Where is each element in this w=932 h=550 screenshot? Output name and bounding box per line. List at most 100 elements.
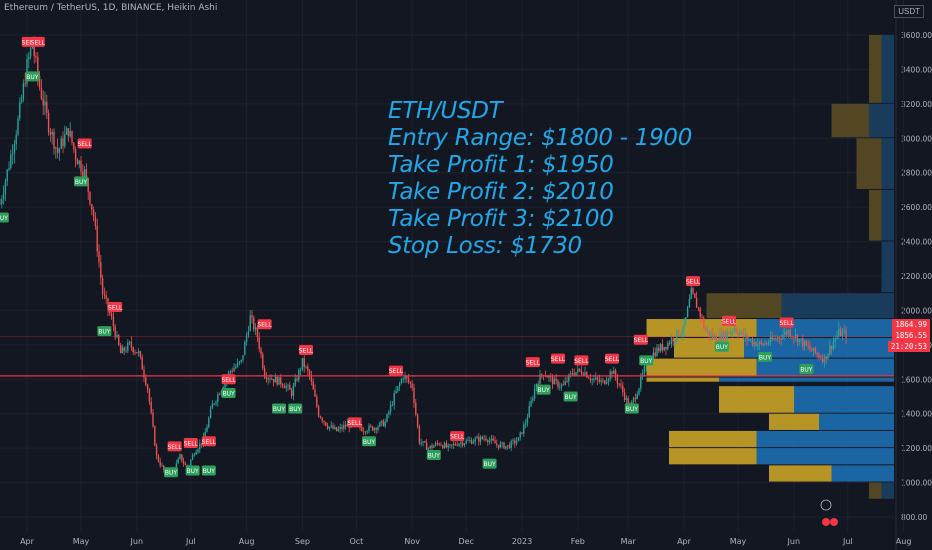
signal-badge <box>167 441 182 452</box>
candle-body <box>370 425 372 427</box>
signal-badge <box>633 334 648 345</box>
signal-label: SELL <box>389 368 404 375</box>
candle-body <box>532 398 534 401</box>
y-tick-label: 800.00 <box>901 513 927 522</box>
sell-signal[interactable]: SELL <box>526 357 541 368</box>
buy-signal[interactable]: BUY <box>164 467 178 478</box>
sell-signal[interactable]: SELL <box>108 301 123 312</box>
buy-signal[interactable]: BUY <box>97 326 112 337</box>
candle-body <box>748 339 750 341</box>
buy-signal[interactable]: BUY <box>221 388 236 399</box>
sell-signal[interactable]: SELL <box>347 417 362 428</box>
candle-body <box>8 168 10 170</box>
candle-body <box>746 334 748 340</box>
buy-signal[interactable]: BUY <box>639 355 654 366</box>
buy-signal[interactable]: BUY <box>272 403 286 414</box>
buy-signal[interactable]: BUY <box>482 458 497 469</box>
candle-body <box>841 331 844 337</box>
candle-body <box>836 335 838 339</box>
signal-badge <box>362 436 376 447</box>
y-tick-label: 2000.00 <box>901 306 932 315</box>
candle-body <box>384 421 386 427</box>
sell-signal[interactable]: SELL <box>779 317 794 328</box>
sell-signal[interactable]: SELL <box>184 437 199 448</box>
y-tick-label: 1600.00 <box>901 375 932 384</box>
candle-body <box>474 438 476 442</box>
sell-signal[interactable]: SELL <box>389 365 404 376</box>
sell-signal[interactable]: SELL <box>551 353 566 364</box>
signal-badge <box>185 465 200 476</box>
sell-signal[interactable]: SELL <box>722 315 737 326</box>
candle-body <box>163 465 165 471</box>
candle-body <box>301 358 304 370</box>
sell-signal[interactable]: SELL <box>574 355 589 366</box>
sell-signal[interactable]: SELL <box>31 36 46 47</box>
buy-signal[interactable]: BUY <box>624 403 639 414</box>
candle-body <box>332 425 334 429</box>
buy-signal[interactable]: BUY <box>288 403 303 414</box>
sell-signal[interactable]: SELL <box>686 276 701 287</box>
symbol-title[interactable]: Ethereum / TetherUS, 1D, BINANCE, Heikin… <box>4 3 218 13</box>
candle-body <box>557 380 559 388</box>
candle-body <box>395 390 397 394</box>
currency-label[interactable]: USDT <box>894 5 924 18</box>
buy-signal[interactable]: BUY <box>563 391 578 402</box>
candle-body <box>431 445 433 448</box>
sell-signal[interactable]: SELL <box>221 374 236 385</box>
candle-body <box>564 381 566 385</box>
candle-body <box>49 132 52 135</box>
candle-body <box>280 377 282 385</box>
volume-profile-bar <box>646 377 719 382</box>
candle-body <box>67 128 70 137</box>
volume-profile-bar <box>756 319 894 337</box>
candle-body <box>546 376 548 378</box>
candle-body <box>784 331 786 335</box>
buy-signal[interactable]: BUY <box>74 176 88 187</box>
candle-body <box>823 356 826 362</box>
signal-badge <box>299 345 313 356</box>
signal-label: BUY <box>273 406 286 413</box>
candle-body <box>550 376 552 377</box>
sell-signal[interactable]: SELL <box>450 431 465 442</box>
signal-label: BUY <box>538 387 551 394</box>
buy-signal[interactable]: BUY <box>758 351 772 362</box>
candle-body <box>361 427 363 431</box>
sell-signal[interactable]: SELL <box>202 436 217 447</box>
buy-signal[interactable]: BUY <box>799 363 814 374</box>
sell-signal[interactable]: SELL <box>605 353 620 364</box>
annotation-line: Entry Range: $1800 - 1900 <box>388 125 693 151</box>
sell-signal[interactable]: SELL <box>257 319 272 330</box>
candle-body <box>791 336 793 338</box>
x-tick-label: May <box>730 537 747 546</box>
signal-badge <box>758 351 772 362</box>
sell-signal[interactable]: SELL <box>299 345 314 356</box>
candle-body <box>731 331 734 333</box>
candle-body <box>197 449 199 453</box>
candle-body <box>463 443 466 446</box>
candle-body <box>47 112 50 133</box>
signal-label: SELL <box>574 358 589 365</box>
candle-body <box>733 328 736 332</box>
buy-signal[interactable]: BUY <box>201 465 216 476</box>
buy-signal[interactable]: BUY <box>25 71 40 82</box>
buy-signal[interactable]: BUY <box>714 341 729 352</box>
candle-body <box>533 388 536 399</box>
buy-signal[interactable]: BUY <box>426 450 441 461</box>
sell-signal[interactable]: SELL <box>167 441 182 452</box>
candle-body <box>422 441 424 443</box>
candle-body <box>712 333 714 338</box>
candle-body <box>494 440 496 444</box>
sell-signal[interactable]: SELL <box>77 138 92 149</box>
signal-label: BUY <box>75 179 88 186</box>
sell-signal[interactable]: SELL <box>633 334 649 345</box>
countdown-tag: 21:20:53 <box>887 341 930 352</box>
candle-body <box>294 378 296 386</box>
candle-body <box>541 374 543 376</box>
candle-body <box>177 458 179 464</box>
buy-signal[interactable]: BUY <box>362 436 376 447</box>
signal-label: SELL <box>77 141 92 148</box>
buy-signal[interactable]: BUY <box>536 384 551 395</box>
buy-signal[interactable]: BUY <box>0 212 9 223</box>
buy-signal[interactable]: BUY <box>185 465 200 476</box>
